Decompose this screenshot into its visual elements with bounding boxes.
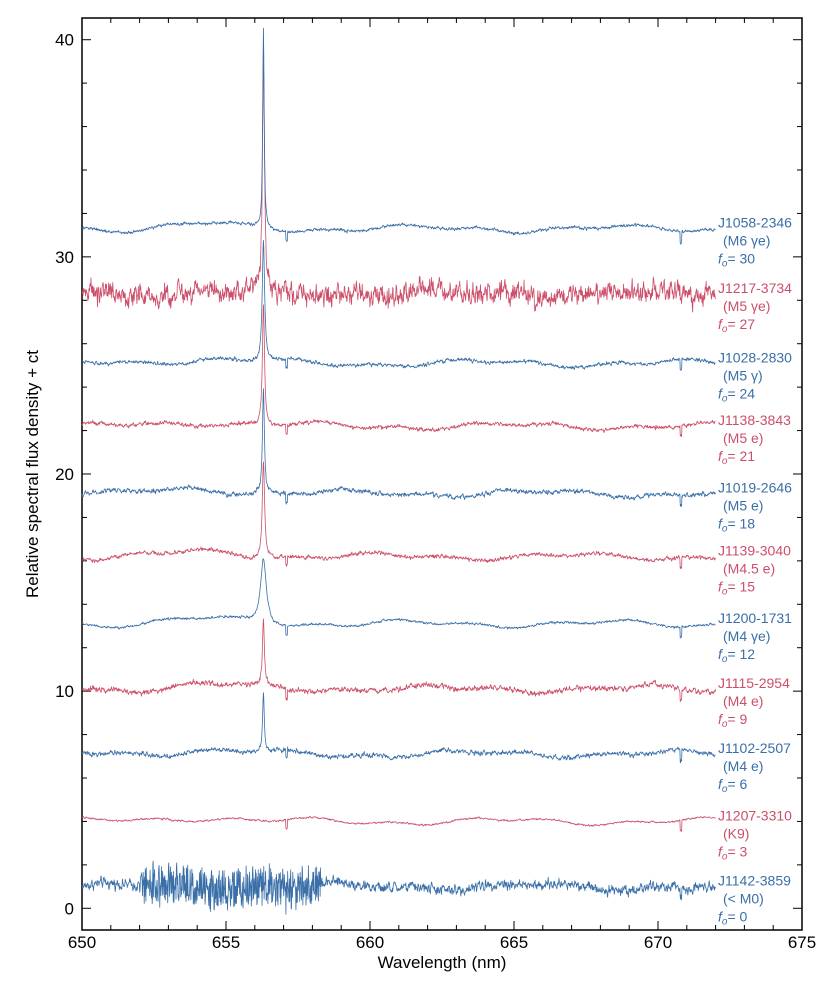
spectrum-line-j1019-2646 (81, 388, 716, 507)
axis-tick-labels: 650 655 660 665 670 675 0 10 20 30 40 (55, 31, 816, 952)
series-name-label: J1058-2346 (718, 215, 792, 231)
spectrum-line-j1102-2507 (81, 692, 716, 764)
series-spectral-type-label: (M4.5 e) (723, 561, 775, 577)
series-offset-label: fo= 9 (718, 711, 748, 730)
series-spectral-type-label: (M5 γ) (723, 367, 763, 383)
series-offset-label: fo= 15 (718, 579, 755, 598)
series-offset-label: fo= 21 (718, 448, 755, 467)
series-spectral-type-label: (< M0) (723, 891, 764, 907)
x-tick-label: 665 (500, 933, 528, 952)
series-spectral-type-label: (M5 e) (723, 498, 763, 514)
x-tick-label: 675 (788, 933, 816, 952)
spectrum-line-j1200-1731 (81, 558, 716, 639)
series-spectral-type-label: (M4 e) (723, 758, 763, 774)
y-tick-label: 20 (55, 465, 74, 484)
series-name-label: J1217-3734 (718, 280, 792, 296)
series-name-label: J1200-1731 (718, 610, 792, 626)
spectrum-line-j1138-3843 (81, 304, 716, 437)
spectrum-line-j1142-3859 (81, 860, 716, 915)
series-offset-label: fo= 3 (718, 843, 748, 862)
series-name-label: J1138-3843 (718, 412, 791, 428)
y-tick-label: 40 (55, 31, 74, 50)
series-offset-label: fo= 24 (718, 385, 755, 404)
y-tick-label: 30 (55, 248, 74, 267)
series-spectral-type-label: (M4 γe) (723, 628, 770, 644)
y-tick-label: 0 (65, 899, 74, 918)
series-name-label: J1028-2830 (718, 349, 792, 365)
spectrum-line-j1115-2954 (81, 618, 716, 702)
series-spectral-type-label: (M5 γe) (723, 298, 770, 314)
spectrum-line-j1139-3040 (81, 461, 716, 570)
series-offset-label: fo= 12 (718, 646, 755, 665)
series-offset-label: fo= 0 (718, 909, 748, 928)
spectrum-line-j1217-3734 (81, 60, 716, 313)
series-spectral-type-label: (M5 e) (723, 430, 763, 446)
spectrum-line-j1058-2346 (81, 27, 716, 245)
x-tick-label: 660 (356, 933, 384, 952)
x-axis-title: Wavelength (nm) (378, 953, 507, 972)
series-offset-label: fo= 27 (718, 316, 755, 335)
series-labels: J1142-3859 (< M0) fo= 0 J1207-3310 (K9) fo= 3… (718, 215, 792, 928)
series-spectral-type-label: (M4 e) (723, 693, 763, 709)
x-tick-label: 655 (212, 933, 240, 952)
series-name-label: J1207-3310 (718, 807, 792, 823)
spectrum-line-j1207-3310 (81, 815, 716, 833)
series-spectral-type-label: (M6 γe) (723, 233, 770, 249)
series-offset-label: fo= 30 (718, 251, 755, 270)
y-axis-title: Relative spectral flux density + ct (23, 350, 42, 598)
y-tick-label: 10 (55, 682, 74, 701)
series-name-label: J1142-3859 (718, 873, 791, 889)
plot-frame (81, 17, 803, 931)
series-lines (81, 27, 716, 915)
series-offset-label: fo= 18 (718, 516, 755, 535)
x-tick-label: 650 (68, 933, 96, 952)
series-name-label: J1139-3040 (718, 543, 791, 559)
axis-ticks (81, 18, 803, 930)
series-spectral-type-label: (K9) (723, 825, 749, 841)
series-offset-label: fo= 6 (718, 776, 748, 795)
series-name-label: J1115-2954 (718, 675, 790, 691)
series-name-label: J1019-2646 (718, 480, 792, 496)
series-name-label: J1102-2507 (718, 740, 791, 756)
spectrum-line-j1028-2830 (81, 240, 716, 371)
x-tick-label: 670 (644, 933, 672, 952)
